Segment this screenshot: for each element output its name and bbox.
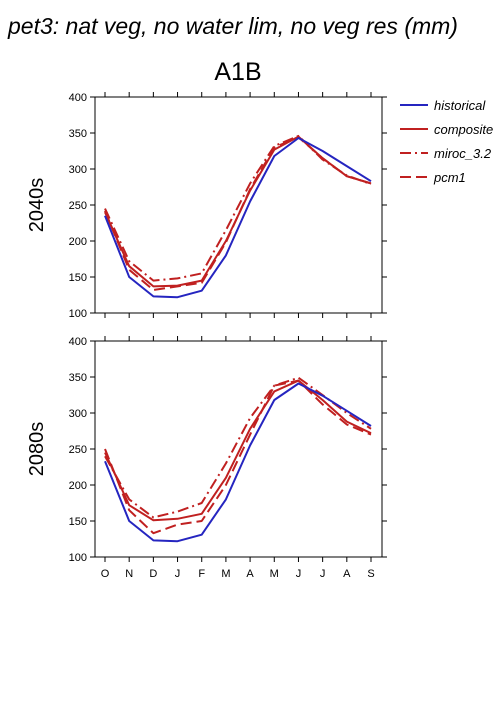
series-line-composite [104, 135, 372, 288]
panel-frame [94, 340, 383, 558]
row-label: 2080s [26, 422, 48, 477]
panel-lines [104, 376, 372, 543]
panel-lines [104, 134, 372, 299]
x-tick-label: O [101, 568, 110, 580]
x-tick-label: J [320, 568, 326, 580]
panel-2040s: 100 150 200 250 300 350 400 2040s [26, 92, 387, 320]
legend-label: pcm1 [433, 170, 466, 185]
x-tick-label: A [246, 568, 254, 580]
y-tick-label: 300 [69, 408, 87, 420]
y-tick-label: 350 [69, 372, 87, 384]
x-tick-label: M [221, 568, 230, 580]
y-tick-label: 200 [69, 480, 87, 492]
y-tick-label: 200 [69, 236, 87, 248]
legend-label: miroc_3.2 [434, 146, 492, 161]
row-label: 2040s [26, 178, 48, 233]
figure-subtitle: A1B [214, 58, 261, 86]
panel-2080s: 100 150 200 250 300 350 400 O N D J F M A M J J A S 2080s [26, 336, 387, 580]
legend-label: composite [434, 122, 493, 137]
x-tick-label: S [367, 568, 374, 580]
legend: historical composite miroc_3.2 pcm1 [400, 98, 493, 185]
series-line-composite [104, 379, 372, 522]
y-tick-label: 250 [69, 444, 87, 456]
x-tick-label: J [175, 568, 181, 580]
legend-label: historical [434, 98, 486, 113]
y-tick-label: 150 [69, 516, 87, 528]
panel-axes: 100 150 200 250 300 350 400 [69, 92, 387, 320]
x-tick-label: M [270, 568, 279, 580]
y-tick-label: 400 [69, 336, 87, 348]
series-line-pcm1 [104, 136, 372, 291]
series-line-historical [104, 137, 372, 299]
x-tick-label: F [198, 568, 205, 580]
y-tick-label: 400 [69, 92, 87, 104]
x-tick-label: J [296, 568, 302, 580]
figure-title: pet3: nat veg, no water lim, no veg res … [7, 13, 458, 39]
y-tick-label: 100 [69, 552, 87, 564]
y-tick-label: 150 [69, 272, 87, 284]
y-tick-label: 100 [69, 308, 87, 320]
y-tick-label: 300 [69, 164, 87, 176]
x-tick-label: A [343, 568, 351, 580]
series-line-miroc-3-2 [104, 376, 372, 519]
panel-axes: 100 150 200 250 300 350 400 O N D J F M A M J J A S [69, 336, 387, 580]
series-line-miroc-3-2 [104, 134, 372, 282]
series-line-historical [104, 382, 372, 543]
x-tick-label: D [149, 568, 157, 580]
x-tick-label: N [125, 568, 133, 580]
y-tick-label: 350 [69, 128, 87, 140]
y-tick-label: 250 [69, 200, 87, 212]
